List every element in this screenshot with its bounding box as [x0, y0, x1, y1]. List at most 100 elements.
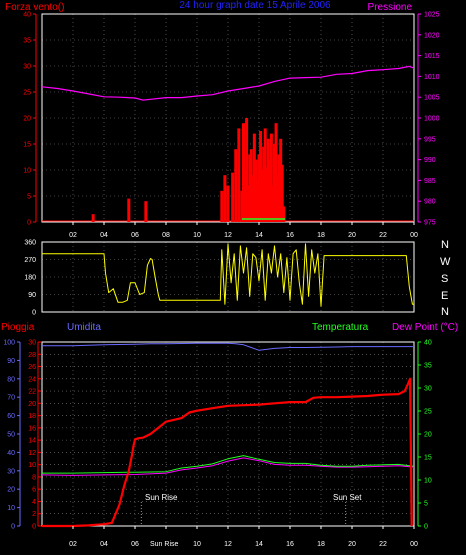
pressure-tick-label: 985 — [424, 178, 436, 185]
wind-bar — [271, 185, 275, 222]
wind-bar — [265, 167, 269, 222]
wind-bar — [144, 201, 148, 222]
wind-bar — [280, 164, 284, 222]
sunrise-tick-label: Sun Rise — [150, 541, 179, 548]
direction-tick-label: 360 — [24, 240, 36, 247]
dewpoint-line — [41, 457, 415, 476]
wind-tick-label: 30 — [23, 64, 31, 71]
wind-tick-label: 5 — [27, 194, 31, 201]
humidity-title: Umidita — [67, 322, 101, 333]
humidity-tick-label: 40 — [7, 450, 15, 457]
rain-x-tick-label: 02 — [69, 541, 77, 548]
wind-bar — [220, 190, 224, 222]
rain-tick-label: 22 — [28, 389, 36, 396]
rain-tick-label: 30 — [28, 340, 36, 347]
wind-bar — [254, 159, 258, 222]
wind-x-tick-label: 10 — [193, 232, 201, 239]
pressure-tick-label: 990 — [424, 157, 436, 164]
temp-tick-label: 20 — [424, 432, 432, 439]
rain-tick-label: 28 — [28, 352, 36, 359]
pressure-tick-label: 1005 — [424, 95, 440, 102]
humidity-tick-label: 100 — [3, 340, 15, 347]
wind-bar — [251, 175, 255, 222]
pressure-tick-label: 1020 — [424, 32, 440, 39]
humidity-tick-label: 90 — [7, 358, 15, 365]
compass-s: S — [441, 273, 448, 285]
rain-x-tick-label: 10 — [193, 541, 201, 548]
rain-title: Pioggia — [1, 322, 35, 333]
direction-line — [42, 243, 414, 307]
humidity-line — [42, 342, 414, 351]
rain-line — [42, 377, 413, 528]
wind-bar — [279, 138, 283, 222]
wind-bar — [266, 138, 270, 222]
wind-bar — [243, 170, 247, 222]
rain-tick-label: 8 — [32, 474, 36, 481]
wind-bar — [269, 133, 273, 222]
temp-tick-label: 0 — [424, 524, 428, 531]
temperature-line — [42, 455, 415, 474]
humidity-tick-label: 20 — [7, 487, 15, 494]
compass-e: E — [441, 290, 448, 302]
temp-tick-label: 25 — [424, 409, 432, 416]
rain-x-tick-label: 12 — [224, 541, 232, 548]
rain-tick-label: 4 — [32, 499, 36, 506]
humidity-tick-label: 0 — [11, 524, 15, 531]
wind-x-tick-label: 08 — [162, 232, 170, 239]
wind-x-tick-label: 06 — [131, 232, 139, 239]
wind-bar — [276, 175, 280, 222]
wind-tick-label: 40 — [23, 12, 31, 19]
rain-x-tick-label: 00 — [410, 541, 418, 548]
wind-bar — [237, 128, 241, 222]
wind-bar — [282, 206, 286, 222]
direction-tick-label: 90 — [28, 292, 36, 299]
wind-bar — [260, 170, 264, 222]
rain-x-tick-label: 20 — [348, 541, 356, 548]
rain-x-tick-label: 16 — [286, 541, 294, 548]
rain-tick-label: 24 — [28, 376, 36, 383]
wind-x-tick-label: 12 — [224, 232, 232, 239]
wind-x-tick-label: 02 — [69, 232, 77, 239]
temperature-title: Temperatura — [312, 322, 369, 333]
humidity-tick-label: 80 — [7, 376, 15, 383]
humidity-tick-label: 70 — [7, 395, 15, 402]
wind-tick-label: 0 — [27, 220, 31, 227]
rain-tick-label: 18 — [28, 413, 36, 420]
compass-n-bottom: N — [441, 306, 449, 318]
compass-n-top: N — [441, 239, 449, 251]
wind-x-tick-label: 20 — [348, 232, 356, 239]
wind-tick-label: 20 — [23, 116, 31, 123]
humidity-tick-label: 10 — [7, 505, 15, 512]
wind-bar — [255, 180, 259, 222]
rain-tick-label: 10 — [28, 462, 36, 469]
humidity-tick-label: 60 — [7, 413, 15, 420]
wind-x-tick-label: 14 — [255, 232, 263, 239]
rain-x-tick-label: 06 — [131, 541, 139, 548]
wind-bar — [268, 159, 272, 222]
wind-bar — [274, 123, 278, 222]
rain-x-tick-label: 18 — [317, 541, 325, 548]
wind-bar — [223, 175, 227, 222]
wind-bar — [234, 149, 238, 222]
wind-bar — [249, 149, 253, 222]
wind-bar — [277, 154, 281, 222]
wind-x-tick-label: 04 — [100, 232, 108, 239]
pressure-tick-label: 1025 — [424, 12, 440, 19]
temp-tick-label: 5 — [424, 501, 428, 508]
wind-bar — [226, 185, 230, 222]
temp-tick-label: 40 — [424, 340, 432, 347]
pressure-tick-label: 1000 — [424, 116, 440, 123]
pressure-tick-label: 975 — [424, 220, 436, 227]
rain-tick-label: 16 — [28, 425, 36, 432]
wind-bar — [245, 118, 249, 222]
wind-bar — [242, 123, 245, 222]
wind-x-tick-label: 00 — [410, 232, 418, 239]
humidity-tick-label: 30 — [7, 468, 15, 475]
wind-bar — [127, 198, 131, 222]
wind-bar — [231, 172, 235, 222]
wind-bar — [263, 128, 267, 222]
wind-bar — [273, 144, 276, 222]
pressure-tick-label: 980 — [424, 199, 436, 206]
wind-bar — [91, 214, 95, 222]
pressure-line — [41, 65, 415, 101]
